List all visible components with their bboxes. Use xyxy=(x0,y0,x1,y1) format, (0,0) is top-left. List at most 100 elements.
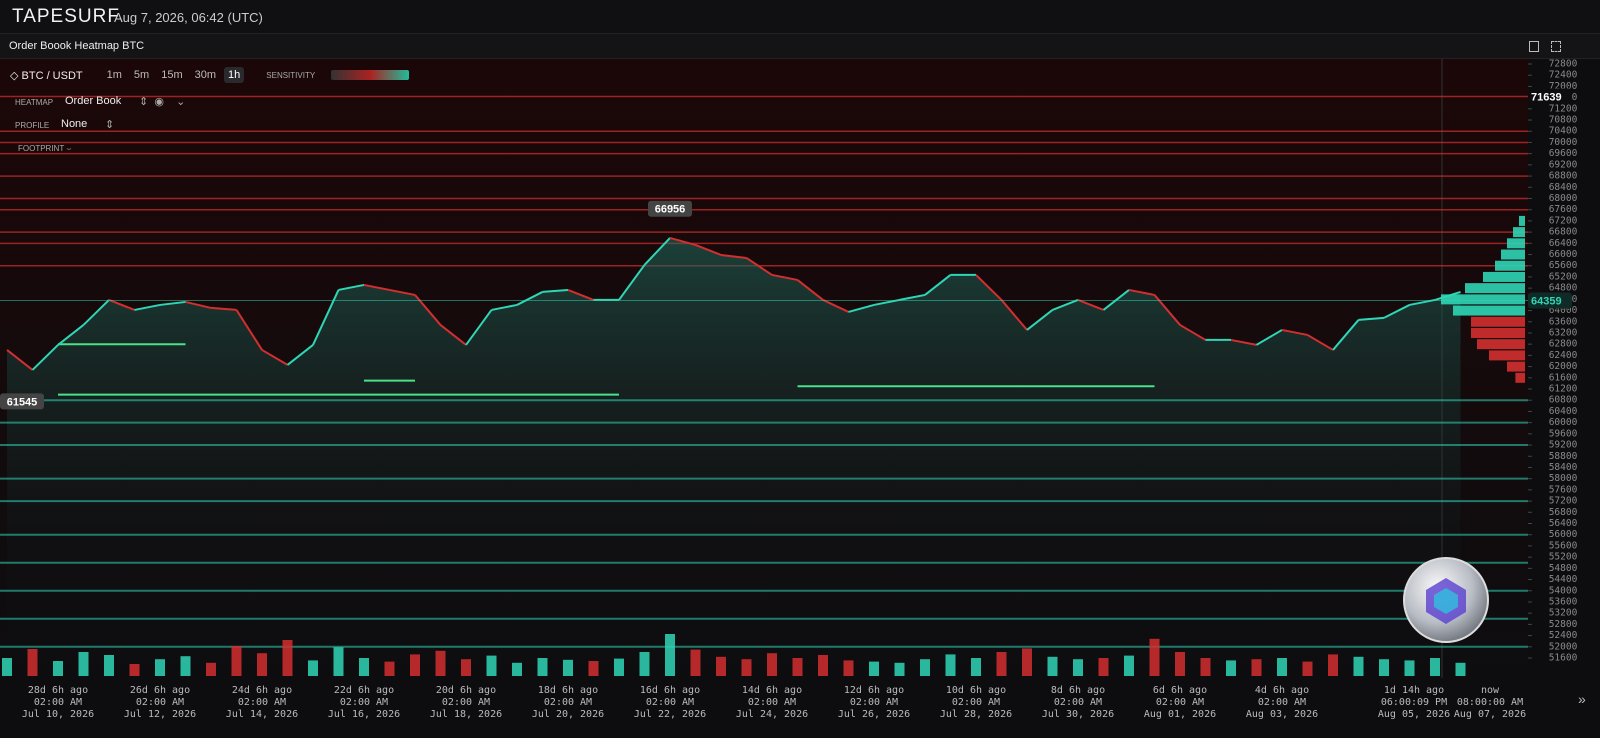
volume-bar xyxy=(257,653,267,676)
volume-bar xyxy=(1124,655,1134,676)
price-segment xyxy=(1000,299,1028,331)
volume-bar xyxy=(690,649,701,676)
price-segment xyxy=(1102,289,1130,311)
volume-bar xyxy=(767,653,777,676)
price-segment xyxy=(261,349,289,366)
volume-bar xyxy=(1047,656,1058,676)
profile-bar xyxy=(1515,372,1525,383)
price-segment xyxy=(1230,338,1257,346)
volume-bar xyxy=(1404,660,1415,676)
window-icon[interactable] xyxy=(1529,41,1539,52)
volume-bar xyxy=(359,658,369,676)
volume-bar xyxy=(410,654,420,676)
y-tick-label: 54400 xyxy=(1549,574,1578,585)
header: TAPESURF Aug 7, 2026, 06:42 (UTC) xyxy=(0,0,1600,34)
price-segment xyxy=(439,324,467,346)
x-tick-label: 02:00 AM xyxy=(1054,697,1102,708)
logo: TAPESURF xyxy=(12,6,120,27)
sensitivity-slider[interactable] xyxy=(331,70,410,80)
price-segment xyxy=(1306,334,1334,351)
volume-bar xyxy=(716,656,726,676)
x-tick-label: 02:00 AM xyxy=(340,697,388,708)
x-tick-label: 8d 6h ago xyxy=(1051,685,1105,696)
price-segment xyxy=(1052,298,1079,311)
timeframe[interactable]: 15m xyxy=(161,69,183,81)
timeframe[interactable]: 30m xyxy=(194,69,217,81)
timeframe[interactable]: 1h xyxy=(224,67,245,83)
datetime: Aug 7, 2026, 06:42 (UTC) xyxy=(114,10,263,25)
price-segment xyxy=(695,244,722,256)
price-segment xyxy=(899,293,926,301)
last-price-label: 64359 xyxy=(1531,295,1562,307)
x-tick-label: 28d 6h ago xyxy=(28,685,88,696)
price-segment xyxy=(465,309,493,346)
price-segment xyxy=(822,299,849,313)
x-tick-label: 14d 6h ago xyxy=(742,685,802,696)
price-segment xyxy=(1077,298,1104,311)
y-tick-label: 58000 xyxy=(1549,473,1578,484)
y-tick-label: 70400 xyxy=(1549,126,1578,137)
y-tick-label: 59200 xyxy=(1549,440,1578,451)
timeframe[interactable]: 5m xyxy=(133,69,150,81)
volume-bar xyxy=(486,655,497,676)
high-price-label-box xyxy=(648,200,692,217)
volume-bar xyxy=(588,661,599,676)
x-tick-label: Jul 10, 2026 xyxy=(22,709,94,720)
fullscreen-icon[interactable] xyxy=(1551,41,1561,52)
y-tick-label: 70000 xyxy=(1549,137,1578,148)
x-tick-label: Jul 26, 2026 xyxy=(838,709,910,720)
y-tick-label: 68800 xyxy=(1549,171,1578,182)
volume-bar xyxy=(155,659,165,676)
y-tick-label: 52800 xyxy=(1549,619,1578,630)
price-segment xyxy=(338,283,365,291)
y-tick-label: 55200 xyxy=(1549,552,1578,563)
x-tick-label: 02:00 AM xyxy=(442,697,490,708)
price-segment xyxy=(771,273,798,281)
expand-icon[interactable]: » xyxy=(1578,691,1586,707)
x-tick-label: 12d 6h ago xyxy=(844,685,904,696)
x-tick-label: 02:00 AM xyxy=(1156,697,1204,708)
volume-bar xyxy=(945,654,956,676)
y-tick-label: 71200 xyxy=(1549,103,1578,114)
volume-bar xyxy=(1328,654,1338,676)
y-tick-label: 52400 xyxy=(1549,630,1578,641)
setting-value[interactable]: None xyxy=(61,118,88,130)
symbol[interactable]: ◇ BTC / USDT xyxy=(10,69,83,82)
x-tick-label: now xyxy=(1481,685,1500,696)
y-tick-label: 56800 xyxy=(1549,507,1578,518)
price-segment xyxy=(848,303,875,313)
y-tick-label: 65600 xyxy=(1549,260,1578,271)
y-tick-label: 66800 xyxy=(1549,227,1578,238)
volume-bar xyxy=(920,659,930,676)
volume-bar xyxy=(1430,658,1440,676)
x-tick-label: 26d 6h ago xyxy=(130,685,190,696)
setting-value[interactable]: Order Book xyxy=(65,95,122,107)
high-price-label: 66956 xyxy=(655,204,686,216)
setting-label[interactable]: FOOTPRINT xyxy=(18,144,65,153)
y-tick-label: 51600 xyxy=(1549,653,1578,664)
panel-title: Order Boook Heatmap BTC xyxy=(9,40,145,52)
x-tick-label: 4d 6h ago xyxy=(1255,685,1309,696)
volume-bar xyxy=(1149,638,1160,676)
volume-bar xyxy=(384,661,395,676)
profile-bar xyxy=(1453,305,1525,316)
setting-label: HEATMAP xyxy=(15,98,54,107)
price-segment xyxy=(1128,288,1155,296)
setting-icons[interactable]: ⇕ ◉ ⌄ xyxy=(139,96,186,108)
x-tick-label: 6d 6h ago xyxy=(1153,685,1207,696)
volume-bar xyxy=(1379,659,1389,676)
volume-bar xyxy=(1302,661,1313,676)
timeframe[interactable]: 1m xyxy=(106,69,122,81)
volume-bar xyxy=(741,659,752,676)
price-segment xyxy=(796,279,824,301)
x-tick-label: 02:00 AM xyxy=(850,697,898,708)
volume-bar xyxy=(53,661,63,676)
x-tick-label: 24d 6h ago xyxy=(232,685,292,696)
x-tick-label: Jul 20, 2026 xyxy=(532,709,604,720)
price-segment xyxy=(516,291,543,306)
x-tick-label: Jul 28, 2026 xyxy=(940,709,1012,720)
volume-bar xyxy=(2,658,12,676)
volume-bar xyxy=(1277,658,1287,676)
setting-icons[interactable]: ⇕ xyxy=(105,119,115,131)
